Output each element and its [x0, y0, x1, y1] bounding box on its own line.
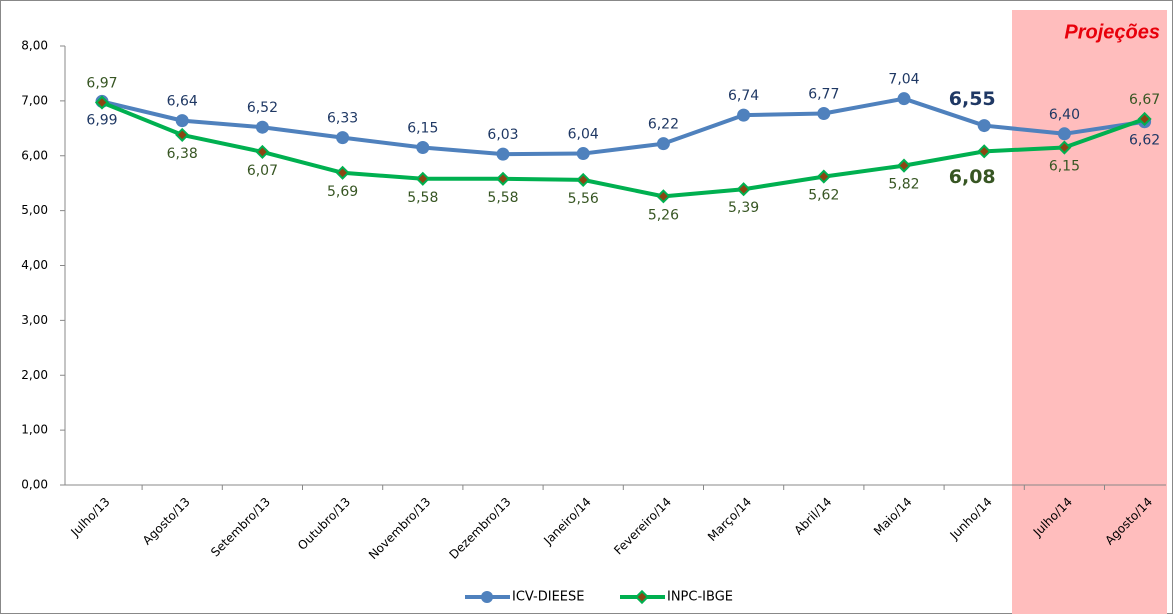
point [336, 131, 350, 145]
series-line [101, 100, 1146, 199]
series-line [101, 96, 1145, 157]
point [656, 137, 670, 151]
point [896, 158, 912, 173]
data-label: 5,56 [568, 191, 599, 207]
point [977, 144, 992, 159]
data-label: 6,55 [949, 88, 996, 110]
annotation: Projeções [1064, 21, 1160, 43]
data-label: 6,22 [648, 117, 679, 133]
point [496, 147, 510, 161]
point [656, 189, 671, 204]
point [94, 95, 110, 110]
data-label: 5,69 [327, 184, 358, 200]
y-tick-label: 0,00 [21, 478, 48, 492]
data-label: 6,38 [167, 146, 198, 162]
legend-label: INPC-IBGE [667, 590, 733, 605]
data-label: 6,74 [728, 88, 759, 104]
y-tick-label: 8,00 [21, 39, 48, 53]
legend-marker [481, 591, 493, 603]
data-label: 6,52 [247, 100, 278, 116]
data-label: 6,07 [247, 163, 278, 179]
data-label: 6,97 [86, 76, 117, 92]
point [737, 108, 751, 122]
data-label: 6,64 [167, 94, 198, 110]
data-label: 6,77 [808, 86, 839, 102]
point [495, 171, 511, 186]
data-label: 6,33 [327, 111, 358, 127]
data-label: 6,40 [1049, 107, 1080, 123]
data-label: 5,62 [808, 188, 839, 204]
data-label: 6,67 [1129, 92, 1160, 108]
point [255, 120, 269, 134]
legend-label: ICV-DIEESE [512, 590, 584, 605]
point [576, 147, 590, 161]
point [1057, 127, 1071, 141]
point [175, 114, 189, 128]
data-label: 6,99 [86, 112, 117, 128]
point [736, 182, 751, 197]
point [1137, 111, 1152, 127]
data-label: 7,04 [888, 72, 919, 88]
point [175, 127, 190, 142]
point [255, 144, 270, 159]
point [897, 92, 911, 106]
data-label: 6,15 [407, 121, 438, 137]
point [416, 141, 430, 155]
projection-region [1012, 10, 1167, 614]
y-tick-label: 4,00 [21, 258, 48, 272]
data-label: 5,82 [888, 177, 919, 193]
point [977, 119, 991, 133]
y-tick-label: 2,00 [21, 368, 48, 382]
data-label: 5,58 [407, 190, 438, 206]
data-label: 6,04 [568, 127, 599, 143]
y-tick-label: 6,00 [21, 148, 48, 162]
point [335, 165, 350, 180]
point [817, 106, 831, 120]
data-label: 6,62 [1129, 133, 1160, 149]
data-label: 5,58 [487, 190, 518, 206]
point [576, 172, 591, 187]
y-tick-label: 7,00 [21, 93, 48, 107]
data-label: 6,08 [949, 166, 996, 188]
data-label: 5,26 [648, 207, 679, 223]
y-tick-label: 5,00 [21, 203, 48, 217]
data-label: 6,03 [487, 127, 518, 143]
data-label: 6,15 [1049, 159, 1080, 175]
point [816, 169, 831, 184]
y-tick-label: 3,00 [21, 313, 48, 327]
y-tick-label: 1,00 [21, 423, 48, 437]
legend-marker [634, 589, 650, 605]
data-label: 5,39 [728, 200, 759, 216]
point [415, 171, 430, 186]
point [1057, 140, 1072, 155]
